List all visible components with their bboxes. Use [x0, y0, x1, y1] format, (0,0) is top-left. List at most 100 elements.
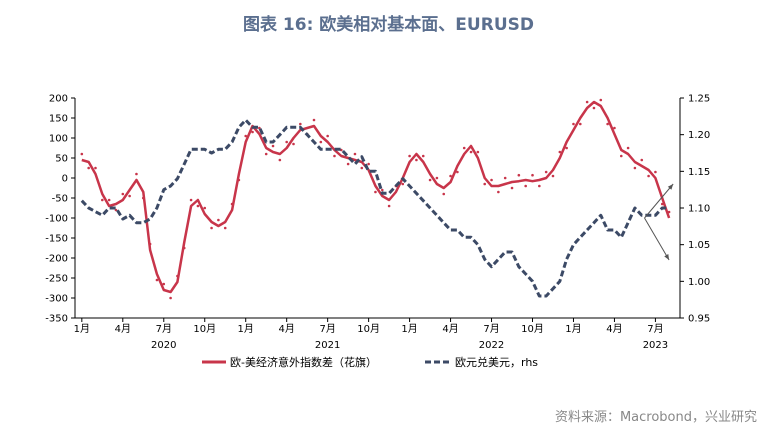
- y-left-tick-label: 0: [62, 174, 68, 185]
- series-point: [346, 162, 350, 166]
- series-point: [660, 202, 664, 206]
- series-point: [299, 122, 302, 126]
- x-tick-label: 4月: [606, 323, 622, 335]
- series-point: [230, 202, 234, 206]
- series-point: [285, 140, 288, 144]
- series-point: [107, 198, 111, 202]
- series-point: [121, 192, 125, 196]
- series-point: [237, 178, 241, 182]
- series-point: [210, 226, 213, 230]
- series-line-surprise-diff: [81, 100, 671, 294]
- y-left-tick-label: -300: [45, 294, 68, 305]
- y-left-tick-label: -100: [45, 214, 68, 225]
- y-left-tick-label: 200: [49, 94, 68, 105]
- series-point: [80, 152, 84, 156]
- y-left-tick-label: -50: [52, 194, 68, 205]
- series-point: [292, 142, 295, 146]
- series-point: [579, 122, 582, 126]
- series-point: [524, 184, 527, 188]
- series-point: [340, 148, 343, 152]
- series-point: [469, 150, 473, 154]
- annotation-arrow-up: [644, 183, 674, 219]
- series-point: [189, 198, 193, 202]
- annotation-arrow-down-head: [664, 254, 670, 260]
- series-point: [572, 122, 575, 126]
- series-point: [476, 150, 480, 154]
- x-tick-label: 1月: [565, 323, 581, 335]
- series-point: [367, 162, 370, 166]
- x-tick-label: 1月: [238, 323, 254, 335]
- y-left-tick-label: 100: [49, 134, 68, 145]
- x-tick-label: 7月: [483, 323, 499, 335]
- series-point: [155, 278, 159, 282]
- series-point: [613, 126, 616, 130]
- x-year-label: 2021: [315, 340, 340, 351]
- series-point: [449, 174, 452, 178]
- y-right-tick-label: 0.95: [688, 314, 710, 325]
- series-point: [244, 134, 248, 138]
- x-tick-label: 7月: [647, 323, 663, 335]
- series-point: [387, 204, 391, 208]
- y-right-tick-label: 1.25: [688, 94, 710, 105]
- series-point: [353, 152, 357, 156]
- series-point: [162, 282, 166, 286]
- x-tick-label: 10月: [193, 323, 216, 335]
- series-point: [517, 173, 521, 177]
- series-point: [428, 178, 432, 182]
- series-point: [606, 122, 609, 126]
- series-point: [667, 210, 671, 214]
- y-right-tick-label: 1.00: [688, 277, 710, 288]
- chart-title: 图表 16: 欧美相对基本面、EURUSD: [243, 15, 534, 35]
- series-point: [128, 194, 131, 198]
- series-point: [544, 170, 548, 174]
- series-point: [599, 98, 603, 102]
- series-point: [421, 154, 425, 158]
- series-point: [196, 204, 200, 208]
- series-point: [626, 146, 630, 150]
- x-tick-label: 4月: [115, 323, 131, 335]
- series-point: [551, 174, 555, 178]
- series-point: [148, 242, 152, 246]
- series-point: [619, 154, 623, 158]
- series-point: [312, 118, 316, 122]
- x-tick-label: 4月: [278, 323, 294, 335]
- series-point: [483, 182, 487, 186]
- series-point: [176, 274, 179, 278]
- series-point: [271, 144, 275, 148]
- x-year-label: 2022: [479, 340, 504, 351]
- y-right-tick-label: 1.15: [688, 167, 710, 178]
- series-point: [141, 196, 145, 200]
- series-point: [319, 140, 323, 144]
- y-left-tick-label: -200: [45, 254, 68, 265]
- x-tick-label: 7月: [319, 323, 335, 335]
- series-point: [135, 172, 138, 176]
- series-point: [647, 174, 650, 178]
- series-point: [442, 192, 446, 196]
- series-point: [633, 166, 637, 170]
- series-point: [654, 170, 657, 174]
- source-note: 资料来源：Macrobond，兴业研究: [554, 410, 757, 425]
- series-point: [374, 190, 377, 194]
- series-point: [435, 176, 439, 180]
- series-point: [401, 182, 405, 186]
- series-point: [462, 146, 466, 150]
- series-point: [217, 218, 220, 222]
- series-line-eurusd: [80, 118, 670, 298]
- series-point: [456, 170, 459, 174]
- annotation-arrow-up-head: [667, 184, 674, 190]
- series-point: [510, 186, 514, 190]
- x-tick-label: 10月: [357, 323, 380, 335]
- series-point: [531, 173, 534, 177]
- x-tick-label: 4月: [442, 323, 458, 335]
- series-point: [490, 178, 493, 182]
- annotation-arrow-down: [644, 217, 670, 261]
- legend: 欧-美经济意外指数差（花旗） 欧元兑美元，rhs: [202, 355, 538, 369]
- y-left-tick-label: -350: [45, 314, 68, 325]
- series-point: [223, 226, 227, 230]
- series-point: [101, 198, 104, 202]
- series-point: [538, 184, 541, 188]
- series-point: [640, 158, 644, 162]
- series-point: [203, 206, 207, 210]
- series-point: [182, 246, 186, 250]
- y-left-tick-label: 50: [55, 154, 68, 165]
